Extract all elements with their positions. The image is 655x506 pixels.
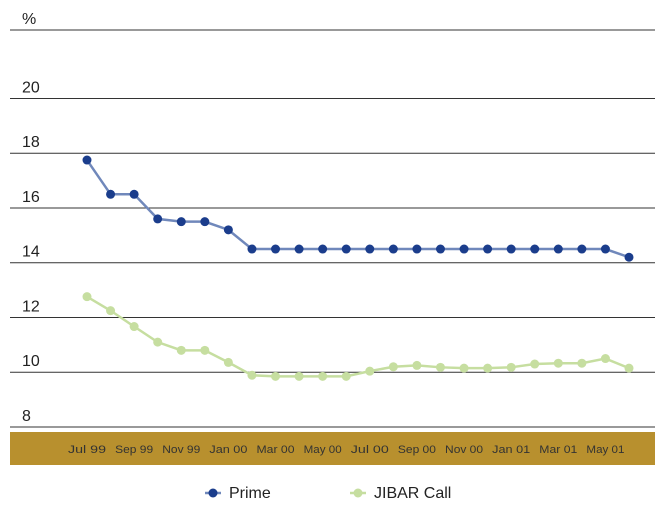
data-point [176, 217, 186, 227]
data-point [600, 354, 610, 364]
y-tick-label: 8 [22, 408, 31, 425]
data-point [483, 363, 493, 373]
data-point [388, 362, 398, 372]
legend-label: JIBAR Call [374, 485, 451, 502]
x-tick-label: May 01 [586, 444, 624, 456]
data-point [106, 306, 116, 316]
y-tick-label: 12 [22, 298, 40, 315]
data-point [82, 155, 92, 165]
data-point [365, 244, 375, 254]
y-tick-label: 16 [22, 189, 40, 206]
x-tick-label: Sep 00 [398, 444, 436, 456]
x-tick-label: Jul 99 [68, 444, 106, 456]
data-point [388, 244, 398, 254]
data-point [294, 371, 304, 381]
data-point [247, 370, 257, 380]
data-point [129, 322, 139, 332]
data-point [129, 189, 139, 199]
data-point [412, 360, 422, 370]
data-point [153, 214, 163, 224]
data-point [365, 366, 375, 376]
x-tick-label: Nov 99 [162, 444, 200, 456]
x-tick-label: Jan 00 [209, 444, 247, 456]
data-point [341, 371, 351, 381]
data-point [600, 244, 610, 254]
x-tick-label: Sep 99 [115, 444, 153, 456]
x-axis-band [10, 432, 655, 465]
data-point [247, 244, 257, 254]
data-point [506, 362, 516, 372]
x-tick-label: Nov 00 [445, 444, 483, 456]
data-point [82, 292, 92, 302]
y-tick-label: % [22, 11, 36, 28]
legend-marker [353, 488, 363, 498]
data-point [341, 244, 351, 254]
data-point [294, 244, 304, 254]
legend-marker [208, 488, 218, 498]
data-point [223, 357, 233, 367]
data-point [318, 371, 328, 381]
data-point [483, 244, 493, 254]
x-tick-label: Jul 00 [351, 444, 389, 456]
y-tick-label: 14 [22, 244, 40, 261]
x-tick-label: Jan 01 [492, 444, 530, 456]
data-point [553, 358, 563, 368]
data-point [153, 337, 163, 347]
legend-label: Prime [229, 485, 271, 502]
data-point [271, 244, 281, 254]
data-point [223, 225, 233, 235]
data-point [200, 217, 210, 227]
data-point [506, 244, 516, 254]
data-point [271, 371, 281, 381]
data-point [577, 358, 587, 368]
data-point [530, 244, 540, 254]
x-tick-label: Mar 00 [257, 444, 295, 456]
data-point [435, 362, 445, 372]
y-tick-label: 10 [22, 353, 40, 370]
data-point [624, 252, 634, 262]
data-point [624, 363, 634, 373]
data-point [435, 244, 445, 254]
data-point [318, 244, 328, 254]
series-line [86, 295, 630, 378]
y-tick-label: 18 [22, 134, 40, 151]
data-point [530, 359, 540, 369]
data-point [577, 244, 587, 254]
data-point [459, 244, 469, 254]
y-tick-label: 20 [22, 79, 40, 96]
x-tick-label: Mar 01 [539, 444, 577, 456]
data-point [553, 244, 563, 254]
data-point [459, 363, 469, 373]
series-line [85, 159, 630, 259]
data-point [106, 189, 116, 199]
data-point [200, 345, 210, 355]
data-point [412, 244, 422, 254]
x-tick-label: May 00 [304, 444, 342, 456]
data-point [176, 345, 186, 355]
